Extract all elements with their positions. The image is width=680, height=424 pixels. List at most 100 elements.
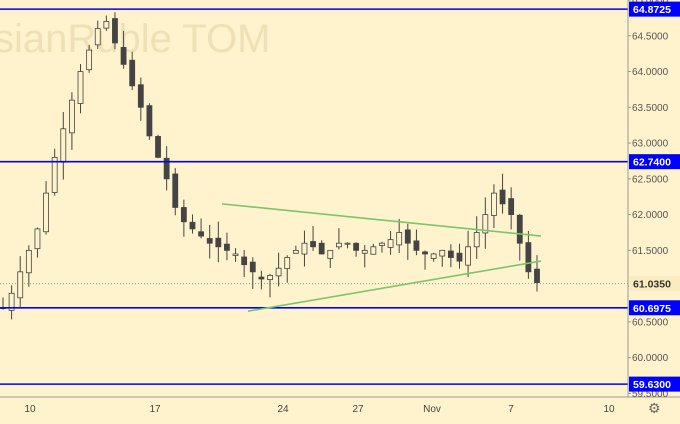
candle-body — [456, 252, 463, 262]
candle-body — [491, 192, 497, 216]
candle — [482, 197, 489, 249]
level-label-box — [629, 1, 680, 17]
candle-body — [189, 221, 196, 230]
candle-body — [249, 261, 256, 273]
candle — [361, 245, 368, 268]
candle-body — [180, 207, 187, 223]
candle — [34, 227, 41, 258]
candle — [267, 273, 273, 298]
candle — [301, 230, 308, 267]
level-price-label: 64.8725 — [629, 1, 680, 17]
candle — [370, 243, 377, 255]
candle — [465, 230, 471, 278]
candle-body — [86, 49, 93, 71]
gear-icon[interactable]: ⚙ — [648, 400, 661, 416]
x-tick-label: 7 — [508, 404, 514, 415]
candle — [69, 92, 75, 150]
y-tick-label: 64.0000 — [632, 67, 669, 78]
candle-body — [198, 231, 204, 237]
x-tick-label: 10 — [24, 404, 36, 415]
candle — [129, 51, 136, 91]
candle — [43, 181, 49, 235]
candle — [516, 213, 523, 261]
candle — [439, 249, 446, 267]
candle — [379, 241, 385, 253]
y-tick-label: 61.5000 — [632, 246, 669, 257]
candle — [456, 243, 463, 269]
level-label-text: 59.6300 — [633, 379, 671, 391]
y-tick-label: 64.5000 — [632, 31, 669, 42]
candle-body — [34, 228, 41, 250]
candle-body — [258, 276, 265, 280]
candle-body — [482, 214, 489, 234]
candle-body — [318, 242, 325, 255]
level-label-box — [629, 154, 680, 170]
candle-body — [155, 136, 161, 158]
y-tick-label: 63.0000 — [632, 139, 669, 150]
candle — [404, 223, 411, 260]
candle-body — [25, 249, 32, 274]
candle — [120, 30, 127, 69]
candle-body — [499, 189, 506, 205]
candle-body — [43, 192, 49, 233]
x-tick-label: Nov — [423, 404, 441, 415]
candle — [387, 231, 394, 255]
candle-body — [103, 21, 110, 29]
candle-body — [224, 243, 230, 251]
candle — [344, 242, 351, 249]
candle-body — [17, 271, 24, 299]
candle — [206, 224, 213, 259]
candle-body — [439, 249, 446, 257]
candle — [241, 249, 248, 277]
candle — [413, 229, 420, 256]
candle-body — [516, 214, 523, 244]
level-label-box — [629, 300, 680, 316]
y-tick-label: 62.0000 — [632, 210, 669, 221]
candle — [258, 270, 265, 290]
candle-body — [465, 246, 471, 266]
candle — [508, 187, 515, 230]
candle-body — [8, 292, 15, 311]
level-price-label: 62.7400 — [629, 154, 680, 170]
candle — [137, 77, 144, 121]
candle-body — [112, 18, 118, 44]
candle-body — [422, 251, 428, 255]
candle-body — [396, 232, 403, 246]
candle — [525, 230, 532, 279]
level-label-box — [629, 376, 680, 392]
candle-body — [292, 249, 299, 254]
candle — [155, 134, 161, 159]
trendline[interactable] — [247, 260, 542, 312]
plot-area — [0, 0, 628, 397]
candle-body — [284, 257, 291, 269]
level-label-text: 60.6975 — [633, 303, 671, 315]
candle-body — [94, 28, 101, 46]
y-tick-label: 62.5000 — [632, 174, 669, 185]
candle — [17, 256, 24, 309]
candle-body — [534, 268, 540, 283]
candle-body — [353, 242, 360, 251]
candle — [430, 252, 437, 262]
candle — [232, 248, 239, 262]
trendline[interactable] — [221, 203, 542, 237]
candle — [180, 199, 187, 237]
candle-body — [413, 240, 420, 251]
candle — [172, 168, 179, 216]
watermark: sianRuble TOM — [0, 17, 270, 61]
candle — [25, 245, 32, 287]
candle — [163, 146, 170, 191]
candle — [8, 285, 15, 320]
candle — [292, 245, 299, 254]
candle-body — [206, 238, 213, 244]
candle-body — [361, 249, 368, 254]
candle-body — [241, 256, 248, 266]
candle — [275, 252, 282, 287]
candle-body — [120, 47, 127, 65]
candle-body — [51, 156, 58, 193]
candle — [51, 148, 58, 196]
candle — [94, 20, 101, 50]
x-tick-label: 17 — [149, 404, 161, 415]
candle-body — [129, 59, 136, 87]
y-tick-label: 63.5000 — [632, 103, 669, 114]
